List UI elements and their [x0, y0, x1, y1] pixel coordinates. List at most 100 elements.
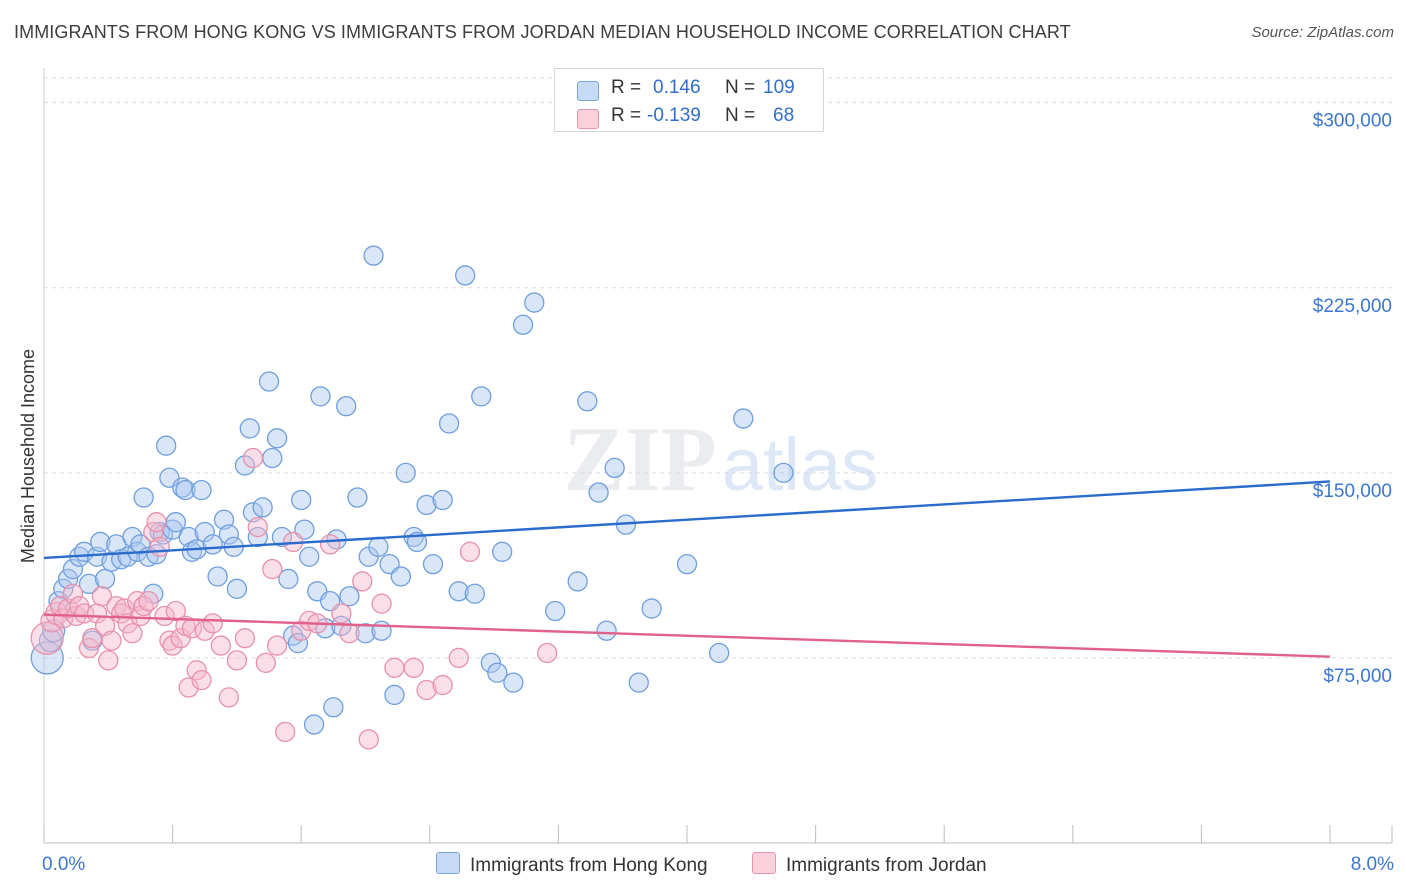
legend-n-value: 109 [763, 77, 795, 98]
point-jordan [384, 657, 405, 678]
point-hong-kong [368, 536, 389, 558]
point-hong-kong [336, 396, 357, 417]
point-jordan [262, 558, 283, 580]
legend-n-value: 68 [773, 105, 795, 126]
point-hong-kong [194, 521, 215, 543]
y-tick-label: $150,000 [1313, 481, 1392, 502]
point-hong-kong [258, 371, 280, 392]
point-hong-kong [287, 632, 309, 654]
point-hong-kong [371, 620, 392, 641]
point-jordan [339, 623, 360, 644]
y-tick-label: $225,000 [1313, 296, 1392, 317]
point-hong-kong [291, 489, 312, 511]
point-jordan [138, 591, 159, 612]
point-hong-kong [323, 697, 344, 718]
point-hong-kong [156, 435, 177, 456]
axes [43, 68, 1393, 844]
trend-line-hong-kong [43, 480, 1331, 560]
point-hong-kong [491, 541, 513, 562]
bottom-legend-label-jordan: Immigrants from Jordan [786, 855, 987, 876]
point-hong-kong [596, 620, 617, 641]
point-hong-kong [448, 581, 469, 602]
bottom-legend-swatch-jordan [752, 852, 776, 874]
point-hong-kong [178, 526, 199, 548]
point-hong-kong [384, 684, 405, 706]
bottom-legend-swatch-hong-kong [436, 852, 460, 874]
point-jordan [459, 541, 481, 562]
correlation-legend: R = 0.146 N = 109 R = -0.139 N = 68 [554, 68, 824, 132]
y-tick-label: $300,000 [1313, 111, 1392, 132]
point-hong-kong [545, 600, 566, 622]
point-hong-kong [438, 413, 460, 434]
point-hong-kong [455, 265, 476, 286]
point-hong-kong [567, 571, 588, 592]
axis-labels: $75,000 $150,000 $225,000 $300,000 0.0% 8.0% M… [18, 111, 1394, 875]
point-hong-kong [422, 553, 444, 575]
point-jordan [371, 593, 392, 614]
point-jordan [403, 657, 424, 678]
legend-n-label: N = [725, 105, 756, 126]
point-jordan [299, 610, 320, 632]
point-jordan [186, 660, 207, 681]
legend-n-label: N = [725, 77, 756, 98]
point-hong-kong [271, 526, 293, 548]
point-hong-kong [310, 386, 331, 407]
point-jordan [242, 447, 264, 469]
point-jordan [178, 677, 199, 698]
point-jordan [162, 635, 183, 656]
point-hong-kong [588, 482, 609, 503]
point-hong-kong [628, 672, 649, 693]
point-jordan [331, 603, 352, 624]
point-hong-kong [239, 418, 260, 439]
point-jordan [416, 679, 437, 701]
point-hong-kong [62, 558, 84, 580]
watermark-atlas: atlas [722, 423, 878, 506]
point-jordan [536, 642, 558, 664]
point-jordan [234, 628, 256, 649]
point-hong-kong [90, 531, 111, 553]
point-jordan [352, 571, 373, 592]
point-jordan [149, 536, 170, 558]
legend-swatch-jordan [577, 109, 599, 129]
point-hong-kong [299, 546, 320, 567]
point-jordan [191, 669, 212, 691]
point-hong-kong [175, 479, 196, 501]
legend-row-jordan: R = -0.139 N = 68 [555, 103, 823, 131]
point-hong-kong [577, 391, 598, 412]
point-hong-kong [252, 497, 273, 518]
point-hong-kong [773, 462, 794, 483]
point-hong-kong [641, 598, 662, 619]
point-jordan [30, 621, 64, 655]
legend-swatch-hong-kong [577, 81, 599, 101]
point-jordan [62, 583, 84, 604]
series-jordan-points [30, 447, 558, 750]
point-hong-kong [355, 623, 376, 644]
point-jordan [165, 600, 186, 622]
point-hong-kong [133, 487, 154, 508]
point-hong-kong [390, 566, 412, 587]
point-hong-kong [432, 489, 453, 511]
point-jordan [274, 721, 296, 743]
point-hong-kong [471, 386, 492, 407]
x-tick-label: 0.0% [42, 854, 85, 875]
legend-r-label: R = [611, 105, 642, 126]
bottom-legend-jordan: Immigrants from Jordan [752, 852, 987, 877]
trend-lines [43, 480, 1331, 658]
point-hong-kong [416, 494, 437, 516]
point-hong-kong [339, 586, 360, 607]
point-hong-kong [218, 524, 240, 545]
point-hong-kong [226, 578, 248, 599]
bottom-legend-label-hong-kong: Immigrants from Hong Kong [470, 855, 708, 876]
point-hong-kong [347, 487, 368, 508]
point-jordan [358, 729, 379, 750]
point-jordan [146, 512, 167, 533]
source-credit: Source: ZipAtlas.com [1251, 24, 1394, 41]
point-hong-kong [604, 457, 625, 479]
y-tick-label: $75,000 [1323, 666, 1392, 687]
point-jordan [210, 635, 231, 656]
series-hong-kong-points [30, 245, 794, 735]
point-hong-kong [191, 479, 212, 501]
point-hong-kong [94, 568, 116, 590]
point-jordan [266, 635, 288, 656]
point-hong-kong [363, 245, 384, 266]
